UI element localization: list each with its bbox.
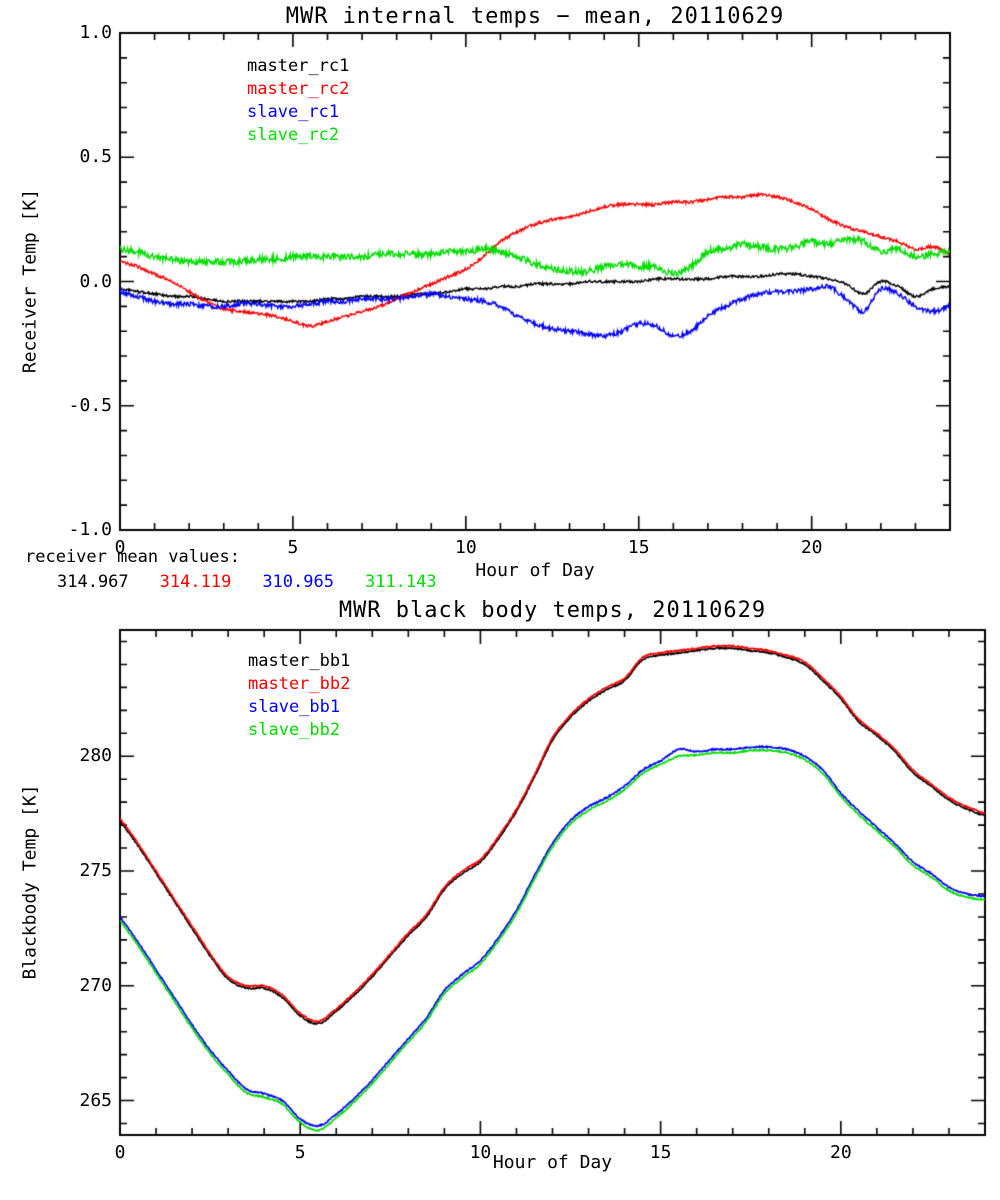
legend-item-slave-bb2: slave_bb2 — [248, 720, 341, 740]
x-tick-label: 5 — [287, 537, 299, 558]
legend-item-master-bb2: master_bb2 — [248, 674, 351, 694]
legend-item-master-rc2: master_rc2 — [247, 79, 350, 99]
x-tick-label: 0 — [114, 1142, 126, 1163]
y-tick-label: 1.0 — [79, 22, 112, 43]
mean-value-master-rc2: 314.119 — [159, 572, 232, 592]
x-tick-label: 20 — [800, 537, 823, 558]
x-tick-label: 10 — [469, 1142, 492, 1163]
receiver-chart-legend: master_rc1 master_rc2 slave_rc1 slave_rc… — [247, 55, 349, 147]
receiver-chart-ylabel: Receiver Temp [K] — [19, 188, 41, 374]
legend-item-master-bb1: master_bb1 — [248, 651, 351, 671]
x-tick-label: 15 — [627, 537, 650, 558]
mean-value-slave-rc1: 310.965 — [262, 572, 334, 592]
mean-value-master-rc1: 314.967 — [57, 572, 129, 592]
y-tick-label: -0.5 — [68, 394, 112, 416]
legend-item-slave-rc1: slave_rc1 — [247, 102, 340, 122]
receiver-mean-values: 314.967 314.119 310.965 311.143 — [57, 572, 437, 592]
x-tick-label: 5 — [294, 1142, 306, 1163]
y-tick-label: 280 — [79, 745, 112, 767]
blackbody-chart-ylabel: Blackbody Temp [K] — [19, 784, 41, 980]
x-tick-label: 15 — [649, 1142, 672, 1163]
mean-value-slave-rc2: 311.143 — [364, 572, 437, 592]
receiver-chart-xlabel: Hour of Day — [475, 560, 595, 581]
blackbody-chart-legend: master_bb1 master_bb2 slave_bb1 slave_bb… — [248, 650, 350, 742]
y-tick-label: 0.0 — [79, 270, 112, 292]
legend-item-slave-rc2: slave_rc2 — [247, 125, 340, 145]
x-tick-label: 0 — [114, 537, 126, 558]
blackbody-chart-xlabel: Hour of Day — [492, 1152, 613, 1173]
y-tick-label: 265 — [79, 1089, 112, 1111]
x-tick-label: 20 — [829, 1142, 852, 1163]
legend-item-master-rc1: master_rc1 — [247, 56, 350, 76]
legend-item-slave-bb1: slave_bb1 — [248, 697, 341, 717]
y-tick-label: 270 — [79, 974, 112, 996]
y-tick-label: 275 — [79, 860, 112, 882]
receiver-chart-title: MWR internal temps − mean, 20110629 — [285, 4, 785, 29]
y-tick-label: 0.5 — [79, 146, 112, 168]
blackbody-chart-title: MWR black body temps, 20110629 — [338, 598, 767, 623]
x-tick-label: 10 — [454, 537, 477, 558]
y-tick-label: -1.0 — [68, 519, 112, 540]
receiver-mean-values-label: receiver mean values: — [25, 547, 240, 567]
